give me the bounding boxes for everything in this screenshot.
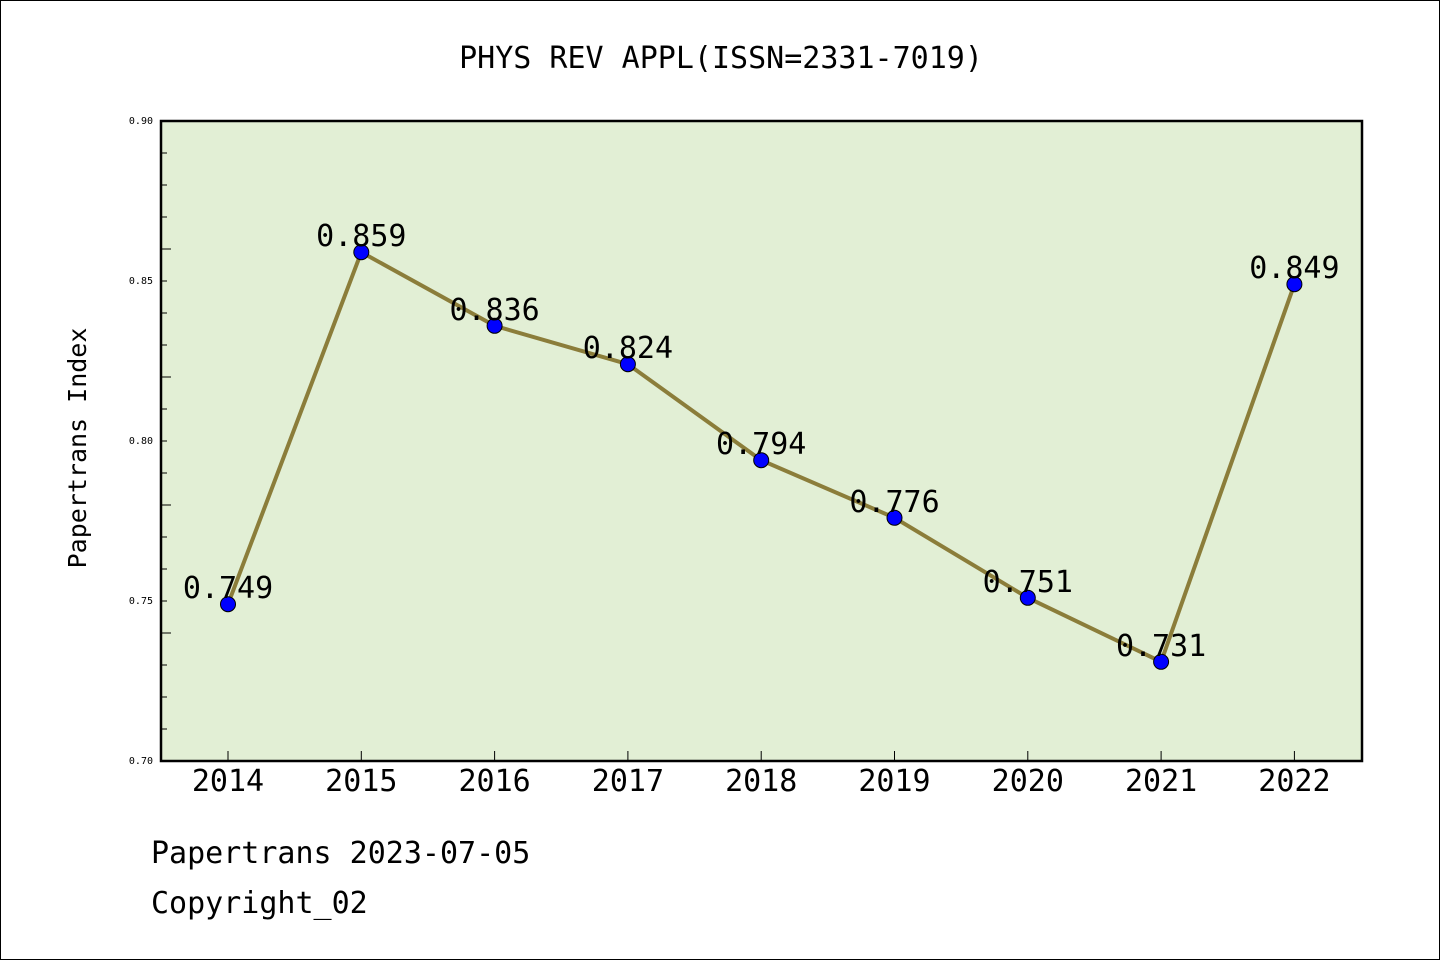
y-axis-label: Papertrans Index — [63, 328, 92, 569]
data-point — [619, 356, 636, 373]
data-label: 0.859 — [316, 219, 406, 254]
footer-date: Papertrans 2023-07-05 — [151, 836, 531, 871]
data-label: 0.836 — [449, 293, 539, 328]
data-point — [1153, 653, 1170, 670]
data-label: 0.749 — [183, 571, 273, 606]
x-axis-ticks: 2014 2015 2016 2017 2018 2019 2020 2021 2022 — [192, 751, 1331, 799]
data-markers — [220, 244, 1303, 670]
data-point — [353, 244, 370, 261]
data-point — [1019, 589, 1036, 606]
x-tick-label: 2016 — [458, 764, 530, 799]
data-label: 0.751 — [983, 565, 1073, 600]
chart-title: PHYS REV APPL(ISSN=2331-7019) — [459, 41, 983, 76]
data-point — [486, 317, 503, 334]
data-labels: 0.749 0.859 0.836 0.824 0.794 0.776 0.751 0.731… — [183, 219, 1340, 664]
data-label: 0.849 — [1249, 251, 1339, 286]
y-tick-label: 0.90 — [129, 116, 153, 127]
y-tick-label: 0.80 — [129, 436, 153, 447]
x-tick-label: 2020 — [992, 764, 1064, 799]
x-tick-label: 2022 — [1258, 764, 1330, 799]
y-axis-ticks: 0.70 0.75 0.80 0.85 0.90 — [129, 116, 171, 767]
data-label: 0.731 — [1116, 629, 1206, 664]
footer-copyright: Copyright_02 — [151, 886, 368, 921]
y-tick-label: 0.85 — [129, 276, 153, 287]
data-point — [1286, 276, 1303, 293]
data-label: 0.824 — [583, 331, 673, 366]
data-point — [220, 596, 236, 613]
data-label: 0.794 — [716, 427, 806, 462]
data-label: 0.776 — [849, 485, 939, 520]
data-point — [886, 509, 903, 526]
x-tick-label: 2017 — [592, 764, 664, 799]
x-tick-label: 2018 — [725, 764, 797, 799]
x-tick-label: 2021 — [1125, 764, 1197, 799]
x-tick-label: 2015 — [325, 764, 397, 799]
y-tick-label: 0.70 — [129, 756, 153, 767]
y-tick-label: 0.75 — [129, 596, 153, 607]
x-tick-label: 2014 — [192, 764, 264, 799]
data-point — [753, 452, 770, 469]
x-tick-label: 2019 — [858, 764, 930, 799]
